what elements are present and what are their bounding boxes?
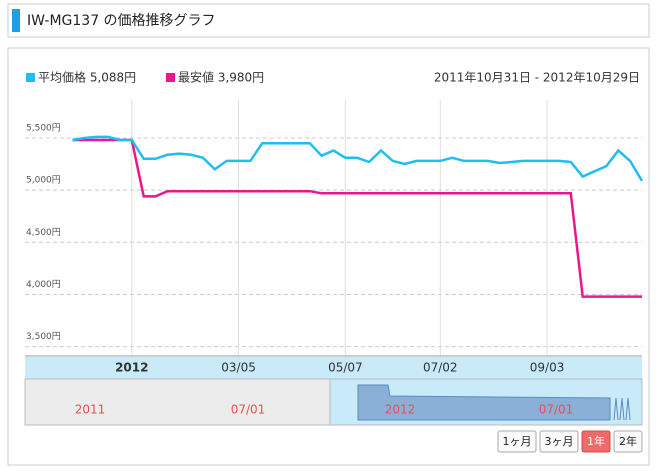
navigator-label: 2011 [75,403,106,417]
y-tick-label: 5,000円 [26,175,61,186]
header-box [7,3,650,38]
legend-swatch [166,73,175,82]
range-button[interactable] [539,430,579,453]
range-button-label[interactable]: 1年 [587,434,605,448]
range-button-label[interactable]: 1ヶ月 [503,435,532,448]
navigator-label: 07/01 [231,403,266,417]
x-tick-label: 05/07 [328,361,363,375]
range-button-label[interactable]: 3ヶ月 [545,435,574,448]
y-tick-label: 3,500円 [26,331,61,342]
x-tick-label: 09/03 [530,361,565,375]
range-button[interactable] [581,430,611,453]
navigator-label: 2012 [385,403,416,417]
x-axis-band [25,357,642,379]
legend-label: 平均価格 5,088円 [38,70,136,85]
y-tick-label: 4,000円 [26,279,61,290]
chart-title: IW-MG137 の価格推移グラフ [27,13,216,29]
navigator-preview [613,397,631,421]
series-line [72,135,644,182]
range-button[interactable] [613,430,643,453]
legend-swatch [26,73,35,82]
range-button-label[interactable]: 2年 [619,434,637,448]
x-tick-label: 03/05 [221,361,256,375]
range-button[interactable] [497,430,537,453]
x-tick-label: 07/02 [423,361,458,375]
x-tick-label: 2012 [115,361,148,375]
legend-label: 最安値 3,980円 [178,70,264,85]
y-tick-label: 5,500円 [26,122,61,133]
series-line [72,138,642,298]
date-range: 2011年10月31日 - 2012年10月29日 [434,71,640,85]
navigator-preview [357,384,611,421]
header-accent [12,9,20,32]
navigator-label: 07/01 [539,403,574,417]
y-tick-label: 4,500円 [26,227,61,238]
navigator-outside [24,378,331,426]
